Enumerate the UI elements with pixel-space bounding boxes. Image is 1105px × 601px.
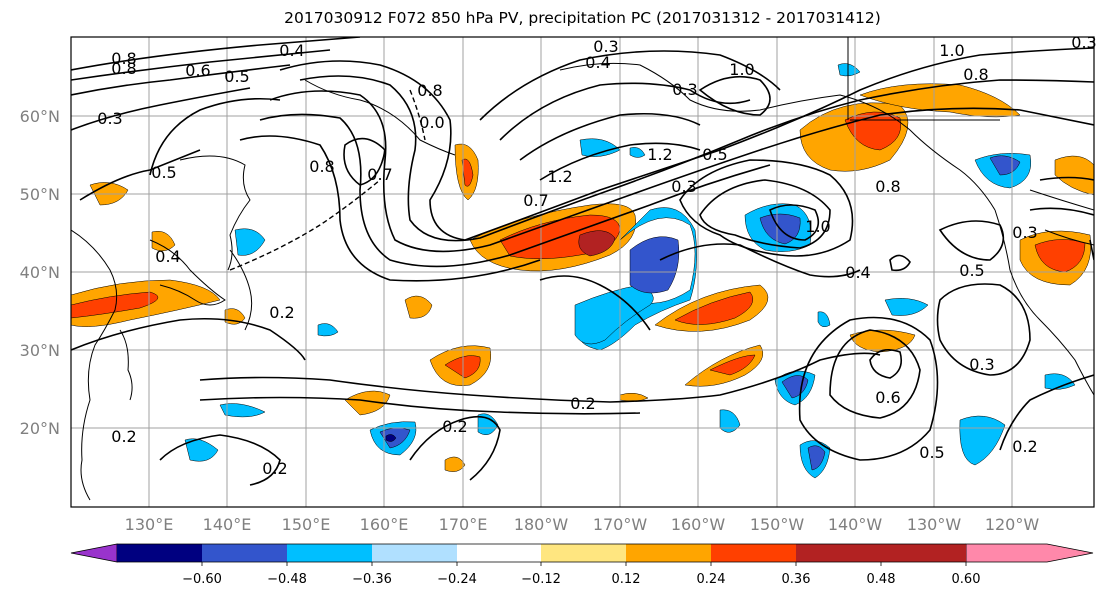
contour-label: 0.2 xyxy=(1012,437,1037,456)
colorbar-segment xyxy=(541,544,626,562)
colorbar-tick-label: −0.24 xyxy=(437,572,477,587)
colorbar-tick-label: −0.12 xyxy=(521,572,561,587)
contour-label: 1.2 xyxy=(547,167,572,186)
contour-label: 0.5 xyxy=(919,443,944,462)
colorbar-segment xyxy=(881,544,966,562)
contour-label: 0.3 xyxy=(671,177,696,196)
lon-label: 150°W xyxy=(750,515,805,534)
lon-label: 150°E xyxy=(282,515,331,534)
lon-label: 120°W xyxy=(985,515,1040,534)
colorbar: −0.60 −0.48 −0.36 −0.24 −0.12 0.12 0.24 … xyxy=(70,543,1094,587)
contour-label: 1.0 xyxy=(729,60,754,79)
contour-label: 1.2 xyxy=(647,145,672,164)
lat-label: 50°N xyxy=(20,185,60,204)
contour-label: 0.5 xyxy=(702,145,727,164)
colorbar-extend-left xyxy=(70,543,118,563)
contour-label: 0.3 xyxy=(593,37,618,56)
coastlines xyxy=(71,37,1094,501)
lat-label: 60°N xyxy=(20,107,60,126)
lat-label: 20°N xyxy=(20,419,60,438)
colorbar-tick-label: 0.12 xyxy=(612,572,641,587)
contour-label: 0.0 xyxy=(419,113,444,132)
colorbar-tick-label: −0.60 xyxy=(182,572,222,587)
colorbar-tick-label: 0.24 xyxy=(697,572,726,587)
colorbar-tick-label: −0.48 xyxy=(267,572,307,587)
contour-label: 0.6 xyxy=(875,388,900,407)
contour-label: 0.4 xyxy=(845,263,870,282)
contour-label: 1.0 xyxy=(939,41,964,60)
longitude-labels: 130°E 140°E 150°E 160°E 170°E 180°W 170°… xyxy=(125,515,1040,534)
dashed-contours xyxy=(229,89,426,271)
lat-label: 40°N xyxy=(20,263,60,282)
contour-label: 0.2 xyxy=(442,417,467,436)
contour-label: 0.5 xyxy=(151,163,176,182)
colorbar-segment xyxy=(202,544,287,562)
contour-label: 0.7 xyxy=(367,165,392,184)
contour-label: 0.4 xyxy=(279,41,304,60)
colorbar-tick-label: −0.36 xyxy=(352,572,392,587)
colorbar-segment xyxy=(372,544,457,562)
contour-label: 0.3 xyxy=(1012,223,1037,242)
latitude-labels: 60°N 50°N 40°N 30°N 20°N xyxy=(20,107,60,438)
contour-label: 0.2 xyxy=(262,459,287,478)
lon-label: 140°W xyxy=(828,515,883,534)
lon-label: 170°W xyxy=(593,515,648,534)
contour-label: 0.8 xyxy=(963,65,988,84)
pv-contours xyxy=(71,37,1094,486)
contour-label: 0.3 xyxy=(97,109,122,128)
graticule xyxy=(71,37,1094,507)
contour-label: 0.8 xyxy=(309,157,334,176)
contour-label: 0.5 xyxy=(224,67,249,86)
contour-label: 0.8 xyxy=(111,49,136,68)
contour-label: 0.4 xyxy=(155,247,180,266)
contour-label: 0.6 xyxy=(185,61,210,80)
contour-label: 1.0 xyxy=(805,217,830,236)
colorbar-tick-label: 0.48 xyxy=(867,572,896,587)
lon-label: 130°W xyxy=(907,515,962,534)
lon-label: 160°W xyxy=(671,515,726,534)
colorbar-segment xyxy=(117,544,202,562)
contour-label: 0.8 xyxy=(417,81,442,100)
lon-label: 130°E xyxy=(125,515,174,534)
colorbar-segment xyxy=(626,544,711,562)
lon-label: 170°E xyxy=(439,515,488,534)
lat-label: 30°N xyxy=(20,341,60,360)
contour-label: 0.7 xyxy=(523,191,548,210)
map-title: 2017030912 F072 850 hPa PV, precipitatio… xyxy=(284,9,881,27)
colorbar-extend-right xyxy=(965,543,1094,563)
colorbar-segment xyxy=(287,544,372,562)
contour-label: 0.8 xyxy=(875,177,900,196)
contour-label: 0.2 xyxy=(570,394,595,413)
colorbar-segment xyxy=(796,544,881,562)
contour-label: 0.2 xyxy=(111,427,136,446)
contour-label: 0.4 xyxy=(585,53,610,72)
colorbar-segment xyxy=(457,544,541,562)
contour-label: 0.5 xyxy=(959,261,984,280)
contour-label: 0.3 xyxy=(1071,33,1096,52)
colorbar-tick-label: 0.60 xyxy=(952,572,981,587)
contour-label: 0.2 xyxy=(269,303,294,322)
lon-label: 140°E xyxy=(203,515,252,534)
lon-label: 160°E xyxy=(360,515,409,534)
map-border xyxy=(70,36,1095,508)
precip-negative-shading xyxy=(184,63,1076,479)
contour-label: 0.8 xyxy=(111,59,136,78)
colorbar-tick-label: 0.36 xyxy=(782,572,811,587)
contour-label: 0.3 xyxy=(969,355,994,374)
contour-labels: 0.8 0.8 0.4 0.6 0.5 0.3 0.3 0.4 1.0 0.8 … xyxy=(97,33,1096,478)
colorbar-segment xyxy=(711,544,796,562)
lon-label: 180°W xyxy=(514,515,569,534)
contour-label: 0.3 xyxy=(672,80,697,99)
